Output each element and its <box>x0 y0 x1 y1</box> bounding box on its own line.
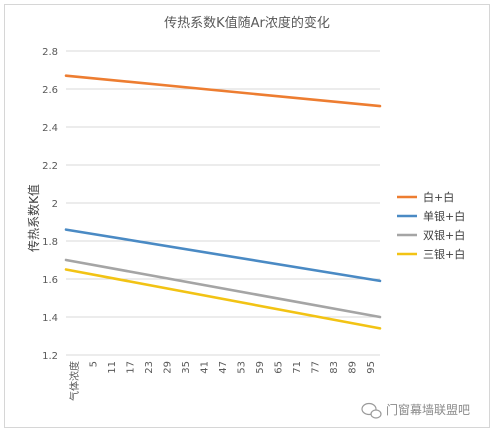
series-line-1 <box>64 74 382 108</box>
y-tick-labels: 1.2 1.4 1.6 1.8 2 2.2 2.4 2.6 2.8 <box>42 47 58 362</box>
y-tick-label: 1.6 <box>42 275 58 286</box>
x-axis-category-label: 气体浓度 <box>68 361 81 401</box>
legend: 白+白单银+白双银+白三银+白 <box>397 190 465 261</box>
x-tick-label: 59 <box>255 361 266 374</box>
legend-item: 三银+白 <box>397 247 465 261</box>
wechat-icon <box>361 402 382 419</box>
x-tick-label: 41 <box>200 361 211 374</box>
legend-item: 双银+白 <box>397 228 465 242</box>
y-tick-label: 1.8 <box>42 237 58 248</box>
x-tick-label: 23 <box>144 361 155 374</box>
x-tick-label: 77 <box>310 361 321 374</box>
x-tick-label: 29 <box>163 361 174 374</box>
x-tick-labels: 气体浓度 5 11 17 23 29 35 41 47 53 59 65 71 77 83 89 95 <box>68 361 377 401</box>
chart-title: 传热系数K值随Ar浓度的变化 <box>164 15 330 31</box>
legend-label: 双银+白 <box>423 228 465 242</box>
x-tick-label: 71 <box>292 361 303 374</box>
x-tick-label: 89 <box>347 361 358 374</box>
x-tick-label: 35 <box>181 361 192 374</box>
x-tick-label: 5 <box>89 361 100 367</box>
legend-label: 三银+白 <box>423 247 465 261</box>
legend-label: 单银+白 <box>423 209 465 223</box>
y-tick-label: 2.6 <box>42 85 58 96</box>
series-line-4 <box>64 268 382 330</box>
y-tick-label: 1.2 <box>42 351 58 362</box>
x-tick-label: 17 <box>126 361 137 374</box>
y-tick-label: 1.4 <box>42 313 58 324</box>
y-tick-label: 2 <box>52 199 58 210</box>
y-axis-label: 传热系数K值 <box>26 184 41 252</box>
watermark-text: 门窗幕墙联盟吧 <box>386 402 470 417</box>
gridlines <box>66 50 380 356</box>
legend-label: 白+白 <box>423 190 454 204</box>
y-tick-label: 2.8 <box>42 47 58 58</box>
series-line-3 <box>64 258 382 319</box>
x-tick-label: 95 <box>366 361 377 374</box>
x-tick-label: 83 <box>329 361 340 374</box>
x-tick-label: 65 <box>273 361 284 374</box>
series-line-2 <box>64 228 382 283</box>
legend-item: 单银+白 <box>397 209 465 223</box>
x-tick-label: 11 <box>107 361 118 374</box>
watermark: 门窗幕墙联盟吧 <box>361 402 470 419</box>
x-tick-label: 47 <box>218 361 229 374</box>
y-tick-label: 2.4 <box>42 123 58 134</box>
legend-item: 白+白 <box>397 190 454 204</box>
series-lines <box>64 74 382 330</box>
y-tick-label: 2.2 <box>42 161 58 172</box>
x-tick-label: 53 <box>236 361 247 374</box>
